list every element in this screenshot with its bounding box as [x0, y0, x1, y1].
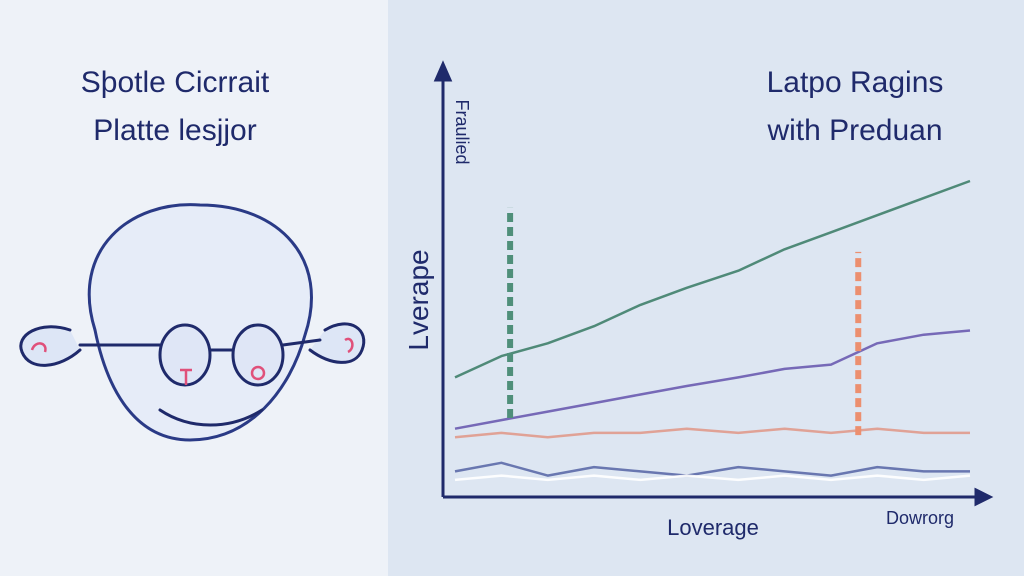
left-title-line: Sþotle Cicrrait — [81, 66, 270, 99]
series-line — [454, 427, 970, 439]
x-axis-label: Loverage — [667, 515, 759, 540]
left-title-line: Platte lesjjor — [93, 114, 256, 147]
face-drawing — [19, 203, 366, 442]
x-axis-end-label: Dowrorg — [886, 508, 954, 528]
y-axis-label: Lverape — [403, 249, 434, 350]
y-axis-top-label: Fraulied — [452, 99, 472, 164]
series-line — [454, 179, 971, 379]
series-line — [454, 461, 970, 477]
series-line — [454, 474, 971, 482]
chart-title-line: Latpo Ragins — [767, 66, 944, 99]
series-line — [454, 329, 971, 430]
face-accents — [30, 337, 354, 385]
chart-title-line: with Preduan — [766, 114, 942, 147]
axes — [433, 60, 994, 507]
